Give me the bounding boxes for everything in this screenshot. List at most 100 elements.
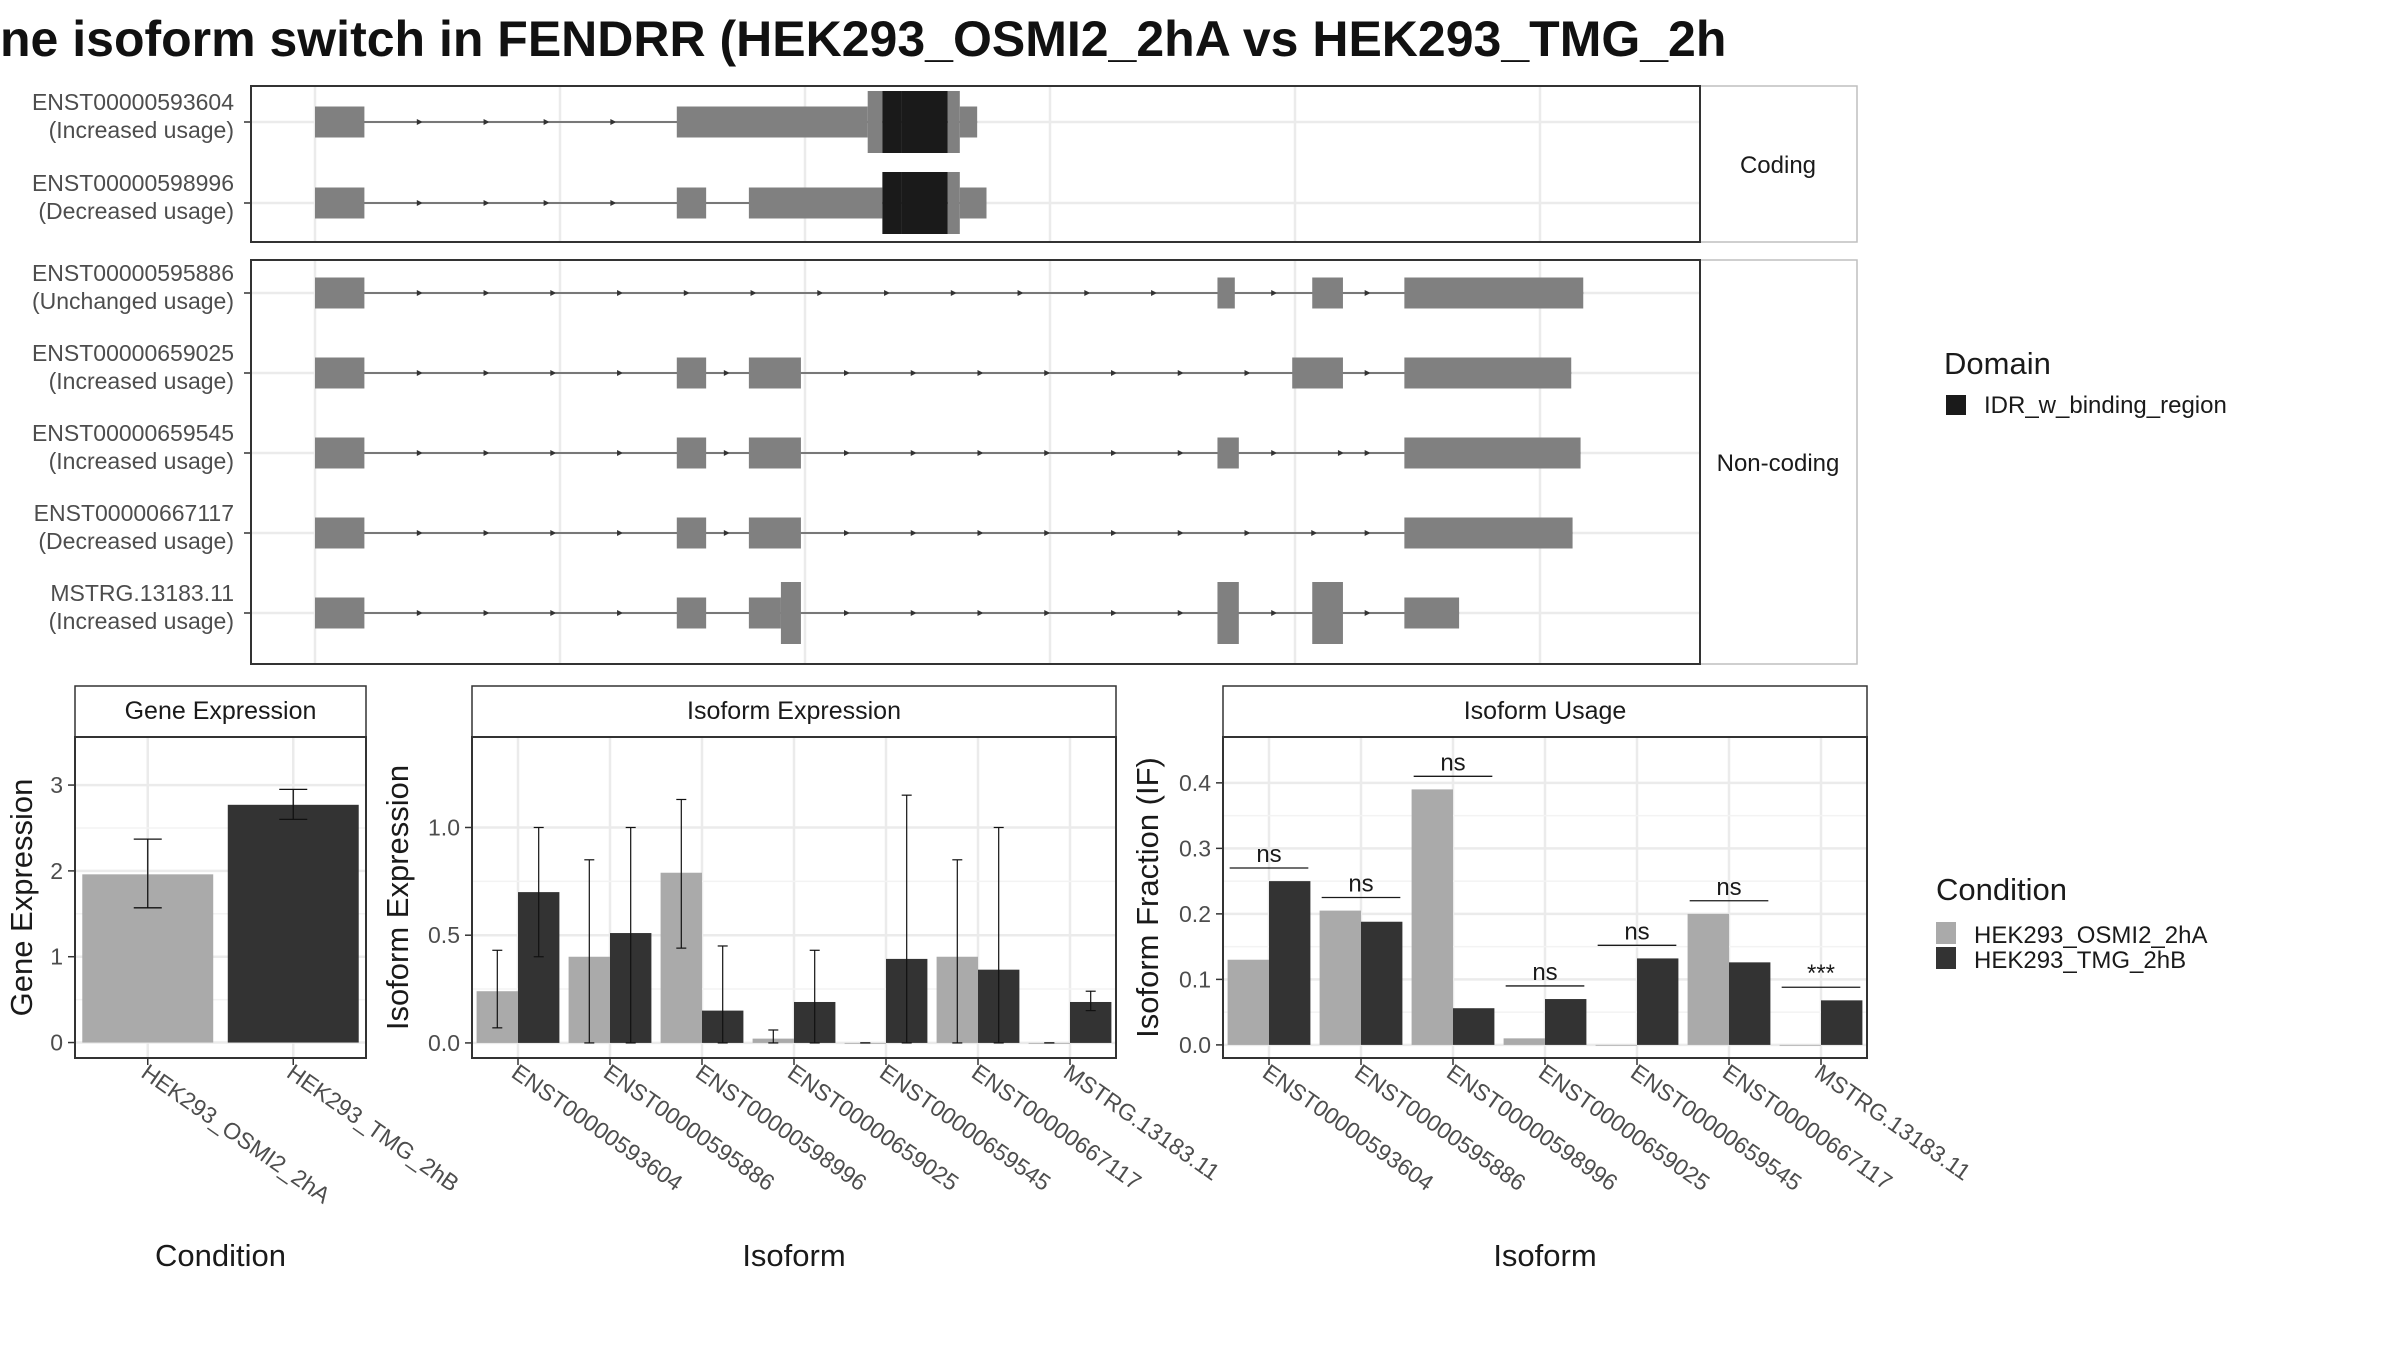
- y-tick-label: 3: [50, 772, 63, 798]
- bar: [227, 804, 359, 1043]
- panel-title-strip: [1222, 685, 1868, 738]
- y-tick-label: 0.4: [1179, 770, 1211, 796]
- direction-arrow: [1244, 530, 1251, 536]
- transcript-id-label: ENST00000593604: [32, 89, 234, 115]
- significance-label: ns: [1348, 871, 1373, 898]
- direction-arrow: [483, 119, 490, 125]
- domain-block: [882, 172, 902, 234]
- exon-block: [315, 277, 365, 309]
- direction-arrow: [617, 530, 624, 536]
- direction-arrow: [617, 450, 624, 456]
- facet-label-coding: Coding: [1740, 152, 1816, 179]
- exon-block: [676, 106, 868, 138]
- exon-block: [315, 357, 365, 389]
- direction-arrow: [1084, 290, 1091, 296]
- direction-arrow: [1177, 370, 1184, 376]
- exon-block: [676, 517, 707, 549]
- condition-legend-item-a: HEK293_OSMI2_2hA: [1974, 922, 2207, 949]
- transcript-usage-label: (Unchanged usage): [32, 288, 234, 314]
- direction-arrow: [683, 290, 690, 296]
- x-tick-label: ENST00000667117: [967, 1059, 1146, 1195]
- x-tick-label: ENST00000598996: [1442, 1059, 1622, 1196]
- exon-block: [1404, 597, 1460, 629]
- direction-arrow: [1364, 450, 1371, 456]
- x-tick-label: ENST00000595886: [1350, 1059, 1530, 1196]
- direction-arrow: [1111, 610, 1117, 616]
- domain-legend-item: IDR_w_binding_region: [1984, 392, 2227, 419]
- direction-arrow: [543, 200, 550, 206]
- direction-arrow: [416, 370, 423, 376]
- transcript-id-label: ENST00000659545: [32, 420, 234, 446]
- significance-label: ns: [1532, 959, 1557, 986]
- exon-block: [676, 357, 707, 389]
- direction-arrow: [416, 610, 423, 616]
- x-tick-label: ENST00000659025: [783, 1059, 963, 1196]
- direction-arrow: [844, 530, 850, 536]
- exon-block: [748, 437, 801, 469]
- y-tick-label: 0: [50, 1030, 63, 1056]
- exon-block: [315, 437, 365, 469]
- x-tick-label: ENST00000667117: [1718, 1059, 1897, 1195]
- bar: [1227, 959, 1269, 1045]
- exon-block: [1312, 277, 1343, 309]
- panel-title-strip: [471, 685, 1117, 738]
- direction-arrow: [550, 290, 557, 296]
- direction-arrow: [483, 290, 490, 296]
- y-axis-title: Gene Expression: [4, 779, 39, 1017]
- transcript-id-label: ENST00000659025: [32, 340, 234, 366]
- direction-arrow: [550, 370, 557, 376]
- transcript-usage-label: (Increased usage): [49, 368, 234, 394]
- direction-arrow: [1044, 530, 1051, 536]
- exon-block: [315, 106, 365, 138]
- panel-border: [74, 736, 367, 1059]
- condition-legend-swatch-a: [1936, 922, 1956, 944]
- y-tick-label: 0.0: [428, 1030, 460, 1056]
- transcript-id-label: MSTRG.13183.11: [50, 580, 234, 606]
- x-axis-title: Isoform: [1493, 1238, 1596, 1273]
- domain-block: [901, 172, 948, 234]
- direction-arrow: [844, 450, 850, 456]
- exon-block: [315, 187, 365, 219]
- direction-arrow: [617, 290, 624, 296]
- x-tick-label: MSTRG.13183.11: [1810, 1059, 1975, 1186]
- bar: [1779, 1044, 1821, 1046]
- transcript-id-label: ENST00000595886: [32, 260, 234, 286]
- direction-arrow: [1151, 290, 1158, 296]
- y-tick-label: 0.5: [428, 922, 460, 948]
- bar: [1545, 999, 1587, 1045]
- facet-strip-noncoding: [1699, 259, 1858, 665]
- exon-block: [315, 597, 365, 629]
- direction-arrow: [1337, 450, 1344, 456]
- x-axis-title: Isoform: [742, 1238, 845, 1273]
- bar: [1453, 1008, 1495, 1045]
- significance-label: ***: [1807, 960, 1835, 987]
- direction-arrow: [844, 610, 850, 616]
- direction-arrow: [910, 450, 917, 456]
- direction-arrow: [1111, 530, 1117, 536]
- exon-block: [1217, 277, 1235, 309]
- transcript-usage-label: (Decreased usage): [38, 528, 234, 554]
- exon-block: [1217, 582, 1239, 644]
- exon-block: [748, 357, 801, 389]
- figure-title: ne isoform switch in FENDRR (HEK293_OSMI…: [0, 11, 1726, 67]
- direction-arrow: [950, 290, 957, 296]
- direction-arrow: [416, 290, 423, 296]
- significance-label: ns: [1256, 841, 1281, 868]
- panel-border-noncoding: [250, 259, 1701, 665]
- y-tick-label: 0.3: [1179, 835, 1211, 861]
- exon-block: [676, 187, 707, 219]
- direction-arrow: [1177, 450, 1184, 456]
- facet-label-noncoding: Non-coding: [1717, 450, 1840, 477]
- transcript-usage-label: (Increased usage): [49, 608, 234, 634]
- transcript-id-label: ENST00000598996: [32, 170, 234, 196]
- direction-arrow: [483, 200, 490, 206]
- exon-block: [867, 91, 883, 153]
- panel-title-strip: [74, 685, 367, 738]
- direction-arrow: [1271, 290, 1278, 296]
- x-tick-label: ENST00000659545: [875, 1059, 1055, 1196]
- direction-arrow: [610, 119, 617, 125]
- bar: [1637, 958, 1679, 1045]
- bar: [1729, 962, 1771, 1045]
- direction-arrow: [617, 610, 624, 616]
